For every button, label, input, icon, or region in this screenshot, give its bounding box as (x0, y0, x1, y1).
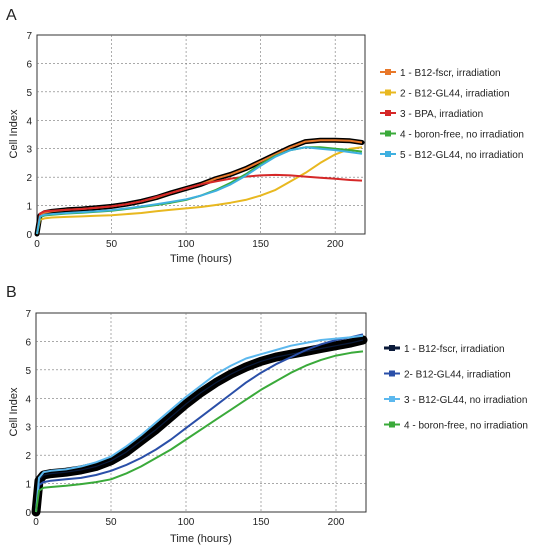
legend-label: 4 - boron-free, no irradiation (400, 130, 524, 141)
series-line-5 (36, 146, 363, 235)
legend-item-4: 4 - boron-free, no irradiation (380, 130, 524, 141)
legend-marker (385, 130, 391, 137)
legend: 1 - B12-fscr, irradiation 2- B12-GL44, ir… (384, 344, 528, 432)
legend-label: 5 - B12-GL44, no irradiation (400, 150, 523, 161)
panel-label: A (6, 7, 17, 24)
y-tick-label: 5 (25, 366, 31, 377)
plot-area (35, 312, 367, 513)
x-tick-label: 50 (106, 239, 118, 250)
y-tick-label: 6 (25, 337, 31, 348)
series-lines (35, 333, 364, 513)
legend-marker (385, 110, 391, 116)
y-axis-label: Cell Index (8, 387, 20, 436)
x-axis-label: Time (hours) (170, 253, 232, 265)
series-line-3 (35, 334, 364, 513)
legend-item-1: 1 - B12-fscr, irradiation (380, 68, 501, 79)
legend-item-1: 1 - B12-fscr, irradiation (384, 344, 505, 355)
y-tick-label: 2 (25, 451, 31, 462)
legend-item-3: 3 - B12-GL44, no irradiation (384, 395, 527, 406)
x-tick-label: 50 (105, 517, 117, 528)
series-line-1 (35, 339, 364, 513)
legend-item-4: 4 - boron-free, no irradiation (384, 421, 528, 432)
series-line-2 (36, 146, 363, 235)
legend-item-2: 2 - B12-GL44, irradiation (380, 89, 510, 100)
x-tick-label: 100 (178, 239, 195, 250)
legend-marker (389, 345, 395, 351)
legend-marker (385, 151, 391, 157)
panel-b: B 0 1 2 3 4 5 6 7 0 50 100 150 200 Time (hours) Cel… (6, 284, 528, 545)
x-tick-labels: 0 50 100 150 200 (33, 517, 345, 528)
plot-area (36, 34, 366, 235)
series-lines (36, 139, 363, 235)
y-tick-label: 1 (26, 202, 32, 213)
legend-item-3: 3 - BPA, irradiation (380, 109, 483, 120)
y-tick-label: 3 (26, 145, 32, 156)
legend-label: 1 - B12-fscr, irradiation (404, 344, 505, 355)
legend-marker (389, 421, 395, 428)
series-line-3 (36, 173, 363, 235)
x-tick-label: 150 (253, 517, 270, 528)
y-tick-label: 3 (25, 423, 31, 434)
legend-marker (385, 69, 391, 75)
y-tick-labels: 0 1 2 3 4 5 6 7 (26, 31, 32, 241)
x-tick-label: 150 (252, 239, 269, 250)
y-tick-label: 2 (26, 173, 32, 184)
x-axis-label: Time (hours) (170, 533, 232, 545)
y-tick-label: 4 (25, 394, 31, 405)
legend-label: 2 - B12-GL44, irradiation (400, 89, 510, 100)
x-tick-label: 100 (178, 517, 195, 528)
panel-a: A 0 1 2 3 4 5 6 7 0 50 100 150 200 Time (hours) Cel… (6, 7, 524, 265)
legend-label: 1 - B12-fscr, irradiation (400, 68, 501, 79)
legend-label: 4 - boron-free, no irradiation (404, 421, 528, 432)
legend-item-2: 2- B12-GL44, irradiation (384, 370, 511, 381)
x-tick-label: 200 (328, 517, 345, 528)
y-tick-label: 0 (25, 508, 31, 519)
y-axis-label: Cell Index (8, 109, 20, 158)
y-tick-labels: 0 1 2 3 4 5 6 7 (25, 309, 31, 519)
legend-label: 3 - BPA, irradiation (400, 109, 483, 120)
legend-marker (389, 370, 395, 377)
series-line-4 (35, 350, 364, 513)
y-tick-label: 7 (25, 309, 31, 320)
x-tick-labels: 0 50 100 150 200 (34, 239, 344, 250)
legend: 1 - B12-fscr, irradiation 2 - B12-GL44, i… (380, 68, 524, 161)
series-line-2 (35, 333, 364, 513)
x-tick-label: 0 (34, 239, 40, 250)
y-tick-label: 4 (26, 116, 32, 127)
x-tick-label: 0 (33, 517, 39, 528)
x-tick-label: 200 (327, 239, 344, 250)
panel-label: B (6, 284, 17, 301)
y-tick-label: 7 (26, 31, 32, 42)
legend-marker (385, 89, 391, 96)
legend-label: 2- B12-GL44, irradiation (404, 370, 511, 381)
y-tick-label: 1 (25, 480, 31, 491)
legend-marker (389, 396, 395, 402)
y-tick-label: 5 (26, 88, 32, 99)
legend-item-5: 5 - B12-GL44, no irradiation (380, 150, 523, 161)
legend-label: 3 - B12-GL44, no irradiation (404, 395, 527, 406)
y-tick-label: 6 (26, 59, 32, 70)
y-tick-label: 0 (26, 230, 32, 241)
